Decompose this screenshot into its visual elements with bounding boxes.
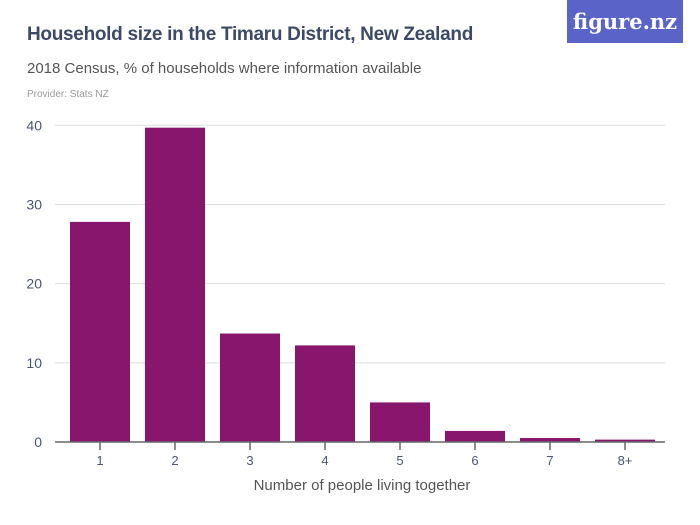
x-tick-label: 2 xyxy=(171,453,178,468)
bar-1 xyxy=(70,221,130,442)
x-tick-label: 4 xyxy=(321,453,328,468)
y-tick-label: 10 xyxy=(26,355,42,371)
y-tick-label: 0 xyxy=(34,434,42,450)
bar-8+ xyxy=(595,439,655,442)
x-tick-label: 7 xyxy=(546,453,553,468)
bar-5 xyxy=(370,402,430,442)
provider-label: Provider: Stats NZ xyxy=(27,89,109,100)
bar-4 xyxy=(295,345,355,442)
x-tick-label: 3 xyxy=(246,453,253,468)
figure-nz-logo[interactable]: figure.nz xyxy=(567,0,683,43)
bar-3 xyxy=(220,333,280,442)
y-tick-label: 20 xyxy=(26,276,42,292)
x-tick-label: 8+ xyxy=(618,453,633,468)
bar-7 xyxy=(520,438,580,442)
chart-subtitle: 2018 Census, % of households where infor… xyxy=(27,60,422,77)
y-tick-label: 30 xyxy=(26,196,42,212)
x-tick-label: 5 xyxy=(396,453,403,468)
x-tick-label: 1 xyxy=(96,453,103,468)
chart-title: Household size in the Timaru District, N… xyxy=(27,24,474,45)
x-tick-label: 6 xyxy=(471,453,478,468)
bar-2 xyxy=(145,127,205,443)
x-axis-label: Number of people living together xyxy=(254,477,471,494)
bar-6 xyxy=(445,430,505,442)
y-tick-label: 40 xyxy=(26,117,42,133)
